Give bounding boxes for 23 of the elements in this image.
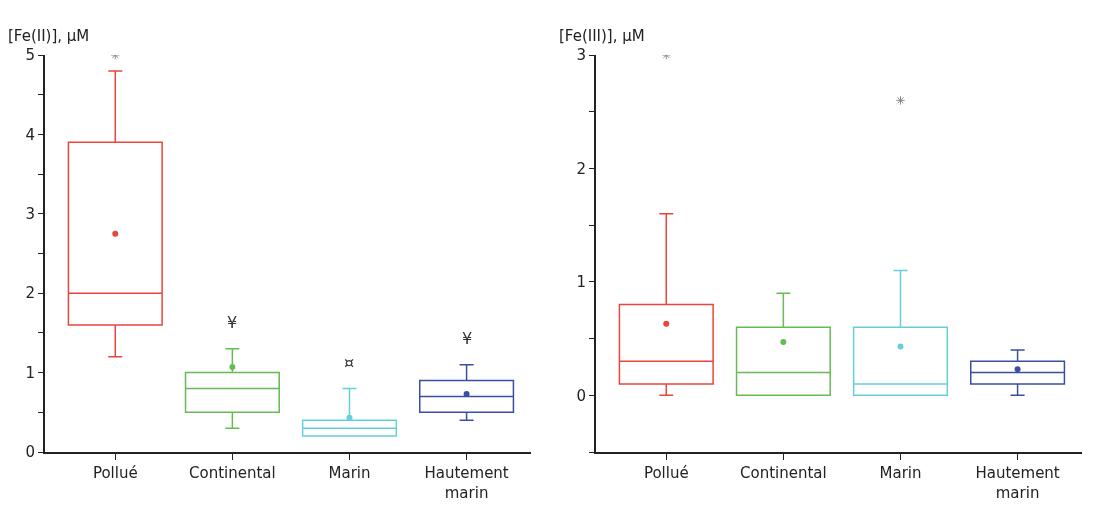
y-tick-label: 5 xyxy=(25,46,35,65)
y-axis-title: [Fe(II)], µM xyxy=(8,27,90,45)
y-tick-label: 2 xyxy=(25,284,35,303)
x-tick-label: Hautement marin xyxy=(424,464,509,502)
y-tick-label: 3 xyxy=(576,46,586,65)
annotation: ¥ xyxy=(227,313,238,332)
y-tick-label: 4 xyxy=(25,125,35,144)
y-tick-label: 3 xyxy=(25,205,35,224)
x-tick-label: Pollué xyxy=(643,464,689,482)
x-tick-label: Continental xyxy=(740,464,827,482)
x-tick-label: Marin xyxy=(879,464,922,482)
y-tick-label: 1 xyxy=(25,363,35,382)
x-tick-label: Hautement marin xyxy=(975,464,1060,502)
y-tick-label: 1 xyxy=(576,273,586,292)
y-tick-label: 2 xyxy=(576,159,586,178)
x-tick-label: Pollué xyxy=(92,464,138,482)
y-tick-label: 0 xyxy=(25,443,35,462)
annotation: ¥ xyxy=(462,329,473,348)
annotation: ¤ xyxy=(344,353,355,372)
y-tick-label: 0 xyxy=(576,386,586,405)
x-tick-label: Marin xyxy=(328,464,371,482)
y-axis-title: [Fe(III)], µM xyxy=(559,27,645,45)
x-tick-label: Continental xyxy=(189,464,276,482)
